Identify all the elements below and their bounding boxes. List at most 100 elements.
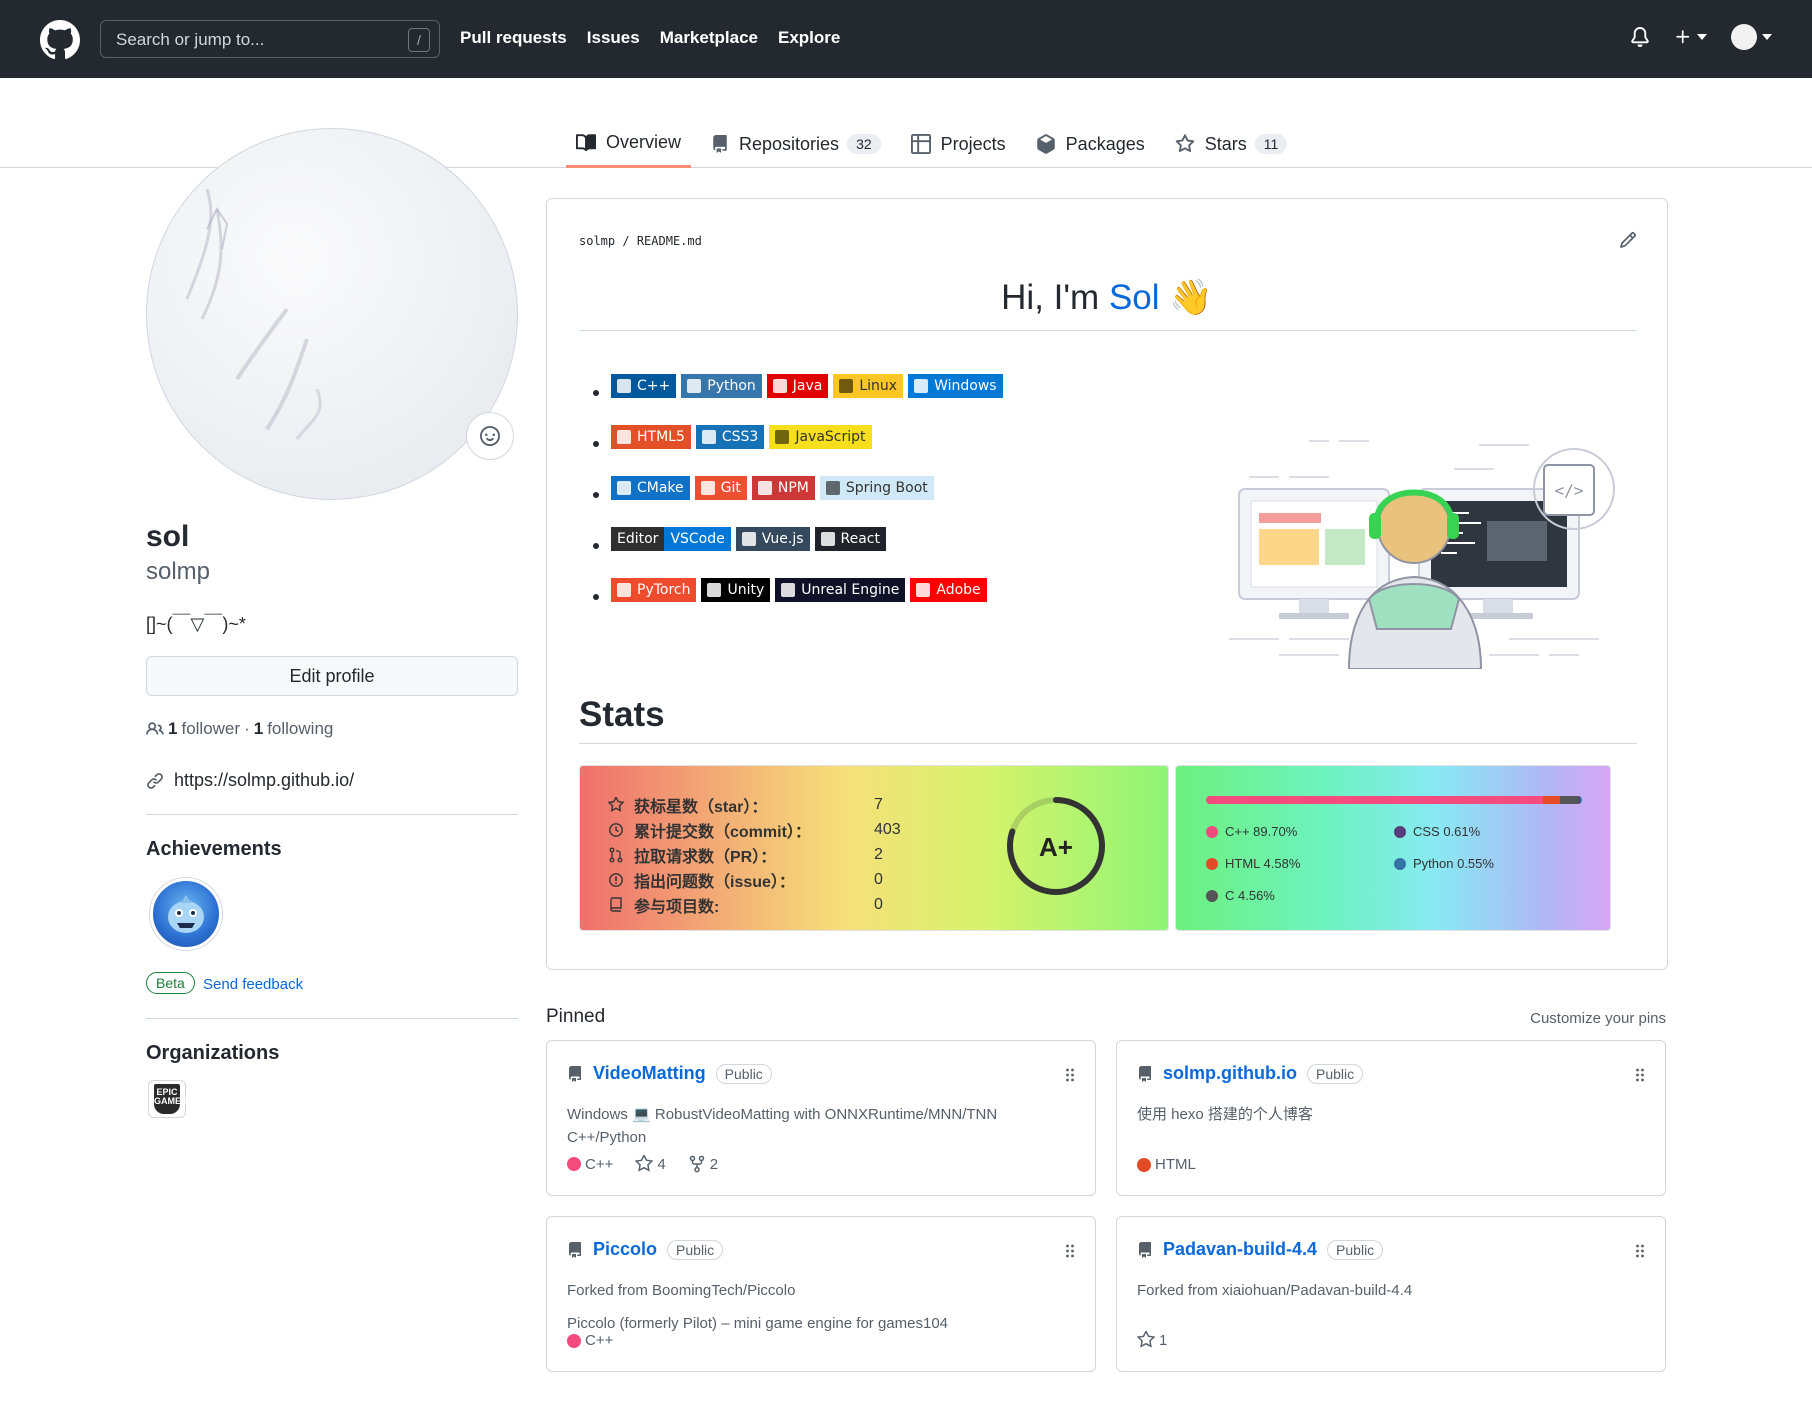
badge-c-[interactable]: C++ — [611, 374, 677, 398]
pencil-icon[interactable] — [1619, 231, 1637, 249]
repo-stars-link[interactable]: 4 — [635, 1155, 666, 1173]
drag-handle-icon[interactable] — [1635, 1243, 1645, 1259]
stars-count: 4 — [657, 1155, 666, 1173]
badge-pytorch[interactable]: PyTorch — [611, 578, 697, 602]
tab-stars[interactable]: Stars 11 — [1165, 120, 1298, 168]
edit-profile-button[interactable]: Edit profile — [146, 656, 518, 696]
tab-projects-label: Projects — [940, 133, 1006, 154]
repo-name-link[interactable]: Piccolo — [593, 1239, 658, 1259]
language-bar-segment — [1560, 796, 1578, 804]
bell-icon[interactable] — [1630, 26, 1650, 48]
profile-tabs: Overview Repositories 32 Projects Packag… — [566, 120, 1307, 168]
badge-npm[interactable]: NPM — [751, 476, 815, 500]
badge-javascript[interactable]: JavaScript — [769, 425, 872, 449]
badge-python[interactable]: Python — [681, 374, 762, 398]
tab-repositories-label: Repositories — [739, 133, 840, 154]
user-menu[interactable] — [1731, 24, 1772, 50]
drag-handle-icon[interactable] — [1065, 1067, 1075, 1083]
repo-language: C++ — [567, 1156, 613, 1173]
badge-spring-boot[interactable]: Spring Boot — [819, 476, 934, 500]
divider — [579, 330, 1637, 331]
tab-repositories[interactable]: Repositories 32 — [701, 120, 891, 168]
badge-react[interactable]: React — [814, 527, 886, 551]
follow-stats: 1 follower · 1 following — [146, 719, 333, 739]
badge-adobe[interactable]: Adobe — [910, 578, 987, 602]
following-link[interactable]: following — [267, 719, 334, 738]
badge-unreal-engine[interactable]: Unreal Engine — [775, 578, 906, 602]
search-input[interactable]: Search or jump to... / — [100, 20, 440, 58]
set-status-button[interactable] — [466, 412, 514, 460]
create-new-dropdown[interactable] — [1674, 28, 1707, 46]
chevron-down-icon — [1697, 34, 1707, 40]
nav-issues[interactable]: Issues — [586, 28, 640, 47]
avatar-texture — [185, 188, 322, 440]
followers-link[interactable]: follower — [181, 719, 241, 738]
nav-explore[interactable]: Explore — [777, 28, 841, 47]
nav-pull-requests[interactable]: Pull requests — [460, 28, 567, 47]
customize-pins-link[interactable]: Customize your pins — [1530, 1010, 1666, 1027]
badge-cmake[interactable]: CMake — [611, 476, 690, 500]
visibility-badge: Public — [1306, 1063, 1364, 1084]
stat-value: 403 — [874, 820, 901, 838]
language-label: C 4.56% — [1225, 888, 1275, 903]
beta-label: Beta — [146, 972, 195, 994]
stat-row: 拉取请求数（PR）： 2 — [608, 842, 901, 867]
repo-description-line: 使用 hexo 搭建的个人博客 — [1137, 1106, 1313, 1123]
badge-unity[interactable]: Unity — [701, 578, 771, 602]
repo-meta: 1 — [1137, 1331, 1167, 1349]
badge-linux[interactable]: Linux — [833, 374, 904, 398]
greeting-prefix: Hi, I'm — [1001, 278, 1109, 317]
readme-path: solmp / README.md — [579, 234, 702, 248]
badge-logo-icon — [825, 481, 840, 495]
smiley-icon — [480, 426, 500, 446]
language-bar-segment — [1579, 796, 1582, 804]
repo-name-link[interactable]: solmp.github.io — [1163, 1063, 1297, 1083]
avatar — [1731, 24, 1757, 50]
github-logo-icon[interactable] — [40, 20, 80, 60]
nav-marketplace[interactable]: Marketplace — [659, 28, 758, 47]
language-item: Python 0.55% — [1394, 856, 1494, 871]
badge-label: C++ — [637, 378, 671, 394]
repo-icon — [610, 896, 622, 912]
org-epic-games[interactable]: EPIC GAMES — [148, 1080, 187, 1118]
language-color-dot — [1137, 1157, 1151, 1172]
badge-css3[interactable]: CSS3 — [695, 425, 765, 449]
achievement-badge-icon[interactable] — [150, 878, 222, 950]
book-icon — [576, 133, 596, 153]
badge-vue-js[interactable]: Vue.js — [735, 527, 810, 551]
send-feedback-link[interactable]: Send feedback — [203, 976, 304, 993]
badge-vscode[interactable]: Editor VSCode — [611, 527, 731, 551]
readme-owner-link[interactable]: solmp — [579, 234, 616, 248]
badge-html5[interactable]: HTML5 — [611, 425, 691, 449]
profile-avatar[interactable] — [146, 128, 518, 500]
repo-forks-link[interactable]: 2 — [688, 1155, 718, 1173]
drag-handle-icon[interactable] — [1635, 1067, 1645, 1083]
badge-label: Unreal Engine — [801, 582, 900, 598]
badge-windows[interactable]: Windows — [908, 374, 1003, 398]
repo-name-link[interactable]: VideoMatting — [593, 1063, 706, 1083]
badge-git[interactable]: Git — [694, 476, 747, 500]
fork-icon — [689, 1155, 704, 1173]
following-count[interactable]: 1 — [253, 719, 264, 738]
chevron-down-icon — [1762, 34, 1772, 40]
language-label: CSS 0.61% — [1413, 824, 1481, 839]
followers-count[interactable]: 1 — [168, 719, 178, 738]
drag-handle-icon[interactable] — [1065, 1243, 1075, 1259]
repo-description: Forked from BoomingTech/Piccolo Piccolo (… — [567, 1279, 1055, 1335]
badge-java[interactable]: Java — [766, 374, 829, 398]
plus-icon — [1676, 30, 1690, 44]
language-bar-segment — [1543, 796, 1561, 804]
stats-heading: Stats — [579, 695, 665, 734]
tab-overview-label: Overview — [606, 132, 682, 152]
visibility-badge: Public — [667, 1239, 724, 1260]
language-label: C++ — [585, 1155, 614, 1173]
repo-stars-link[interactable]: 1 — [1137, 1331, 1167, 1349]
tab-overview[interactable]: Overview — [566, 120, 692, 168]
language-color-dot — [567, 1333, 581, 1348]
badge-row: HTML5 CSS3 JavaScript — [593, 424, 1008, 450]
tab-projects[interactable]: Projects — [901, 120, 1016, 168]
repo-name-link[interactable]: Padavan-build-4.4 — [1163, 1239, 1318, 1259]
website-link[interactable]: https://solmp.github.io/ — [174, 770, 355, 790]
tab-packages[interactable]: Packages — [1026, 120, 1155, 168]
badge-logo-icon — [775, 430, 790, 444]
